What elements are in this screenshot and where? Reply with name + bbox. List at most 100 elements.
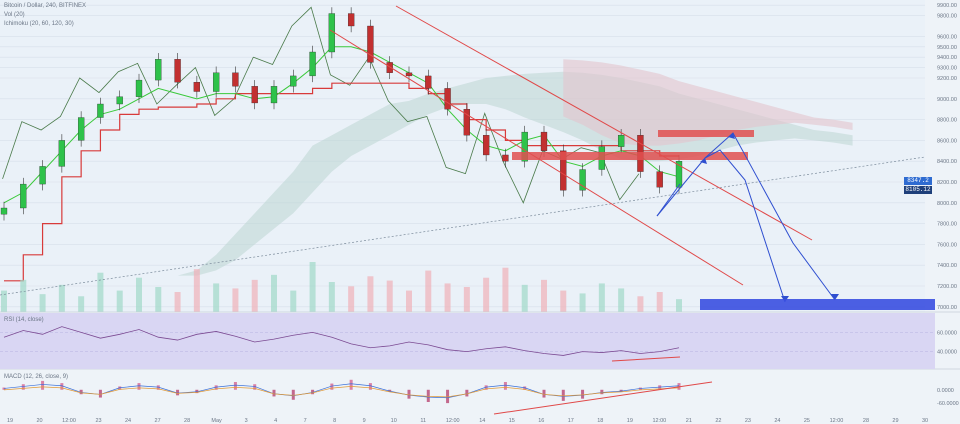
volume-bar: [444, 283, 451, 312]
candle-body: [270, 86, 278, 104]
arrow-head: [700, 158, 707, 164]
volume-bar: [58, 284, 65, 312]
candle-body: [290, 75, 297, 87]
volume-bar: [309, 262, 316, 312]
current-price-label: 8347.2: [904, 177, 932, 185]
x-tick-label: 29: [892, 418, 898, 424]
channel-upper-line: [395, 5, 813, 241]
y-tick-label: 8600.00: [937, 138, 957, 144]
volume-bar: [463, 287, 470, 312]
candle-body: [193, 82, 201, 92]
volume-bar: [290, 290, 297, 312]
macd-histogram-bar: [368, 383, 372, 390]
volume-bar: [328, 282, 335, 312]
macd-histogram-bar: [426, 389, 430, 402]
macd-histogram-bar: [233, 382, 237, 390]
macd-legend: MACD (12, 26, close, 9): [4, 374, 69, 380]
candle-body: [502, 154, 509, 162]
candle-body: [656, 171, 663, 188]
macd-histogram-bar: [98, 389, 102, 398]
ichimoku-cloud-bearish: [563, 59, 853, 146]
macd-histogram-bar: [214, 385, 218, 390]
x-tick-label: 12:00: [652, 418, 666, 424]
macd-histogram-bar: [176, 389, 180, 396]
y-tick-label: 7400.00: [937, 263, 957, 269]
x-tick-label: 19: [7, 418, 13, 424]
candle-body: [579, 169, 586, 191]
volume-bar: [656, 292, 663, 312]
x-tick-label: 17: [568, 418, 574, 424]
projection-path-alt: [704, 149, 786, 303]
candle-body: [97, 103, 104, 118]
volume-bar: [406, 290, 412, 312]
candle-body: [444, 88, 451, 110]
macd-line: [3, 383, 680, 399]
volume-bar: [521, 284, 528, 312]
macd-histogram-bar: [484, 385, 488, 390]
candle-body: [232, 72, 239, 87]
target-zone: [700, 299, 935, 310]
x-tick-label: May: [211, 418, 222, 424]
y-tick-label: 9400.00: [937, 55, 957, 61]
y-tick-label: 8200.00: [937, 180, 957, 186]
y-tick-label: 8400.00: [937, 159, 957, 165]
candle-body: [405, 72, 413, 77]
x-tick-label: 25: [804, 418, 810, 424]
macd-histogram-bar: [137, 383, 141, 390]
y-tick-label: 9200.00: [937, 76, 957, 82]
candle-body: [482, 135, 490, 156]
x-tick-label: 19: [627, 418, 633, 424]
macd-signal-line: [3, 386, 680, 398]
volume-legend: Vol (20): [4, 12, 25, 18]
volume-bar: [348, 286, 355, 312]
candle-body: [560, 150, 567, 191]
y-tick-label: 9600.00: [937, 34, 957, 40]
rsi-tick-label: 60.0000: [937, 330, 957, 336]
x-tick-label: 20: [36, 418, 42, 424]
volume-bar: [1, 290, 7, 312]
y-tick-label: 7000.00: [937, 305, 957, 311]
tenkan-line: [3, 46, 680, 204]
ichimoku-legend: Ichimoku (20, 60, 120, 30): [4, 21, 74, 27]
volume-bar: [637, 296, 644, 312]
volume-bar: [367, 276, 374, 312]
candle-body: [425, 75, 432, 89]
volume-bar: [386, 280, 393, 312]
x-tick-label: 14: [479, 418, 485, 424]
candle-body: [174, 59, 181, 83]
candle-body: [540, 131, 548, 151]
x-tick-label: 9: [363, 418, 366, 424]
volume-bar: [193, 269, 200, 312]
x-tick-label: 23: [745, 418, 751, 424]
arrow-head: [831, 294, 839, 300]
volume-bar: [232, 288, 239, 312]
macd-histogram-bar: [465, 389, 469, 397]
secondary-price-label: 8105.12: [904, 186, 932, 194]
macd-histogram-bar: [542, 389, 546, 398]
chart-title: Bitcoin / Dollar, 240, BITFINEX: [4, 3, 87, 9]
chikou-span-line: [2, 6, 640, 204]
candle-body: [309, 51, 316, 77]
y-tick-label: 9500.00: [937, 45, 957, 51]
x-tick-label: 18: [597, 418, 603, 424]
candle-body: [675, 161, 683, 188]
candle-body: [251, 86, 258, 104]
volume-bar: [598, 283, 605, 312]
candle-body: [0, 207, 8, 215]
macd-divergence-line: [493, 381, 713, 415]
y-tick-label: 8800.00: [937, 118, 957, 124]
macd-histogram-bar: [600, 389, 604, 395]
y-tick-label: 8000.00: [937, 201, 957, 207]
volume-bar: [579, 293, 586, 312]
volume-bar: [483, 277, 490, 312]
macd-histogram-bar: [581, 389, 585, 399]
arrow-head: [728, 133, 735, 139]
y-tick-label: 9300.00: [937, 66, 957, 72]
candle-body: [617, 135, 625, 147]
macd-histogram-bar: [311, 389, 315, 395]
candle-body: [463, 109, 471, 136]
volume-bar: [676, 299, 682, 312]
volume-bar: [136, 277, 142, 312]
